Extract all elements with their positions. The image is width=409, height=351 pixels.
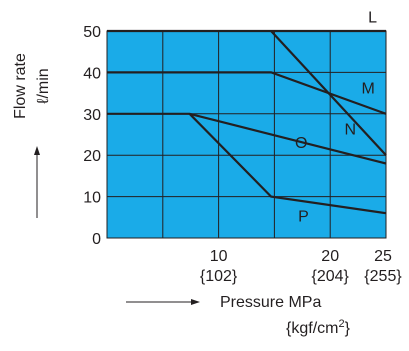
x-axis-unit-superscript: 2	[338, 318, 344, 330]
series-label-p: P	[298, 209, 309, 226]
x-tick-label: 25	[374, 248, 392, 265]
x-axis-unit-suffix: }	[345, 320, 351, 337]
series-label-n: N	[345, 122, 357, 139]
y-tick-label: 20	[83, 148, 101, 165]
x-axis-ticks: 10 {102} 20 {204} 25 {255}	[200, 248, 402, 285]
y-axis-direction-arrow-head	[34, 146, 40, 155]
x-axis-unit: {kgf/cm2}	[286, 318, 351, 337]
x-tick-label: 10	[210, 248, 228, 265]
x-tick-sublabel: {255}	[364, 268, 402, 285]
x-tick-label: 20	[321, 248, 339, 265]
y-tick-label: 0	[92, 231, 101, 248]
series-line-n	[270, 30, 387, 156]
x-axis-unit-prefix: {kgf/cm	[286, 320, 338, 337]
y-axis-label: Flow rate	[12, 53, 29, 119]
y-axis-ticks: 0 10 20 30 40 50	[83, 24, 101, 248]
y-tick-label: 50	[83, 24, 101, 41]
x-axis-direction-arrow-head	[191, 299, 200, 305]
series-label-l: L	[368, 10, 377, 27]
plot-frame	[106, 30, 387, 239]
series-label-o: O	[295, 135, 307, 152]
x-axis-label: Pressure MPa	[220, 294, 321, 311]
y-tick-label: 40	[83, 65, 101, 82]
series-line-p	[188, 113, 387, 215]
series-line-m	[107, 71, 387, 115]
plot-area	[107, 31, 386, 238]
series-label-m: M	[361, 80, 374, 97]
x-tick-sublabel: {204}	[312, 268, 350, 285]
y-tick-label: 30	[83, 107, 101, 124]
y-axis-unit: ℓ/min	[35, 68, 52, 103]
series-labels: L M N O P	[295, 10, 377, 226]
y-tick-label: 10	[83, 190, 101, 207]
x-tick-sublabel: {102}	[200, 268, 238, 285]
